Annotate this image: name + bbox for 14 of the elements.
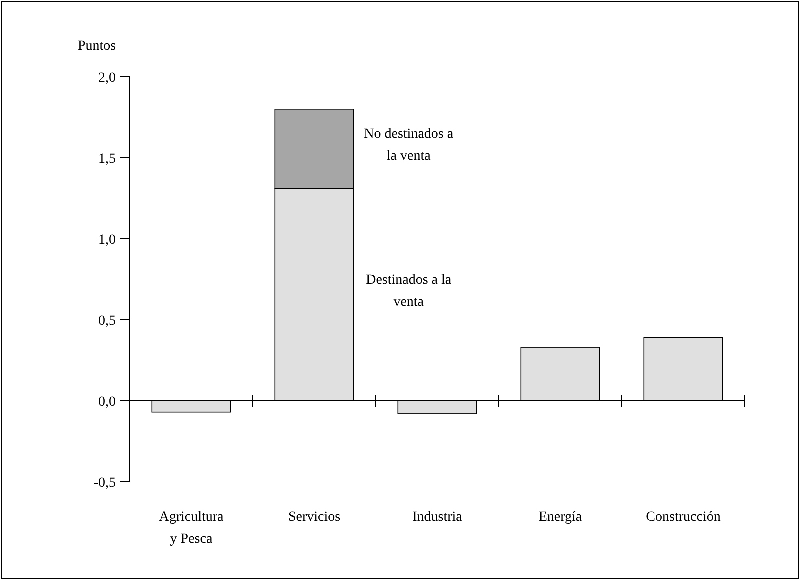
series-label: No destinados a la venta [364, 127, 454, 164]
y-tick-label: 0,5 [98, 314, 116, 329]
y-tick-label: 0,0 [98, 395, 116, 410]
y-tick-label: 2,0 [98, 71, 116, 86]
x-tick-label: Energía [538, 510, 583, 525]
x-tick-label: Construcción [646, 510, 721, 525]
x-tick-label: Servicios [288, 510, 341, 525]
y-tick-label: 1,0 [98, 233, 116, 248]
x-tick-label: Agricultura y Pesca [159, 510, 225, 547]
y-axis-title: Puntos [78, 39, 116, 54]
y-tick-label: -0,5 [94, 476, 116, 491]
y-tick-label: 1,5 [98, 152, 116, 167]
x-tick-label: Industria [412, 510, 464, 525]
series-label: Destinados a la venta [366, 272, 452, 310]
